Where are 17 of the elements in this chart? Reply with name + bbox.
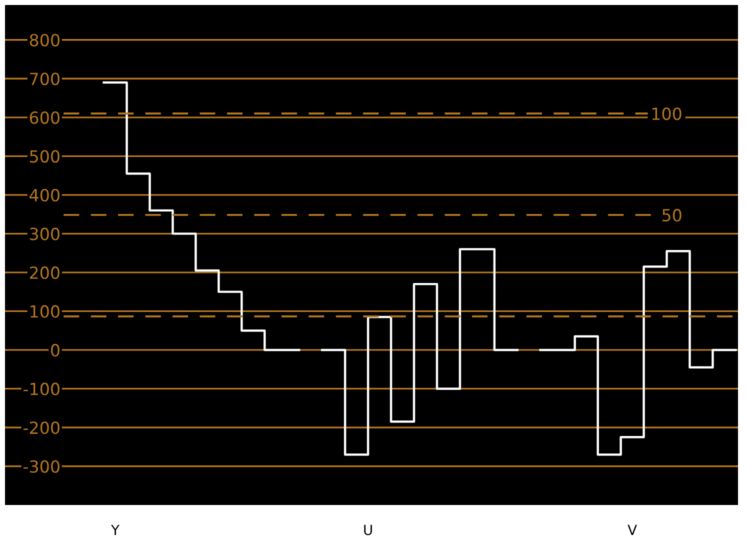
y-tick-label: 200 <box>30 266 60 280</box>
y-tick-label: 0 <box>51 344 60 357</box>
y-tick-label: 500 <box>30 150 60 163</box>
y-tick-label: 300 <box>30 228 60 240</box>
y-tick-label: 100 <box>30 305 60 318</box>
x-tick-label: U <box>364 524 372 536</box>
y-tick-label: 600 <box>30 111 60 124</box>
y-tick-label: 800 <box>30 34 60 46</box>
y2-tick-label: 100 <box>652 107 682 120</box>
y-tick-label: 700 <box>30 72 60 86</box>
y-tick-label: -300 <box>24 460 60 473</box>
y-tick-label: 400 <box>30 188 60 202</box>
y2-tick-label: 50 <box>662 208 682 222</box>
y-tick-label: -200 <box>24 421 60 434</box>
y-tick-label: -100 <box>24 382 60 396</box>
x-tick-label: V <box>628 524 637 535</box>
x-tick-label: Y <box>111 524 120 535</box>
